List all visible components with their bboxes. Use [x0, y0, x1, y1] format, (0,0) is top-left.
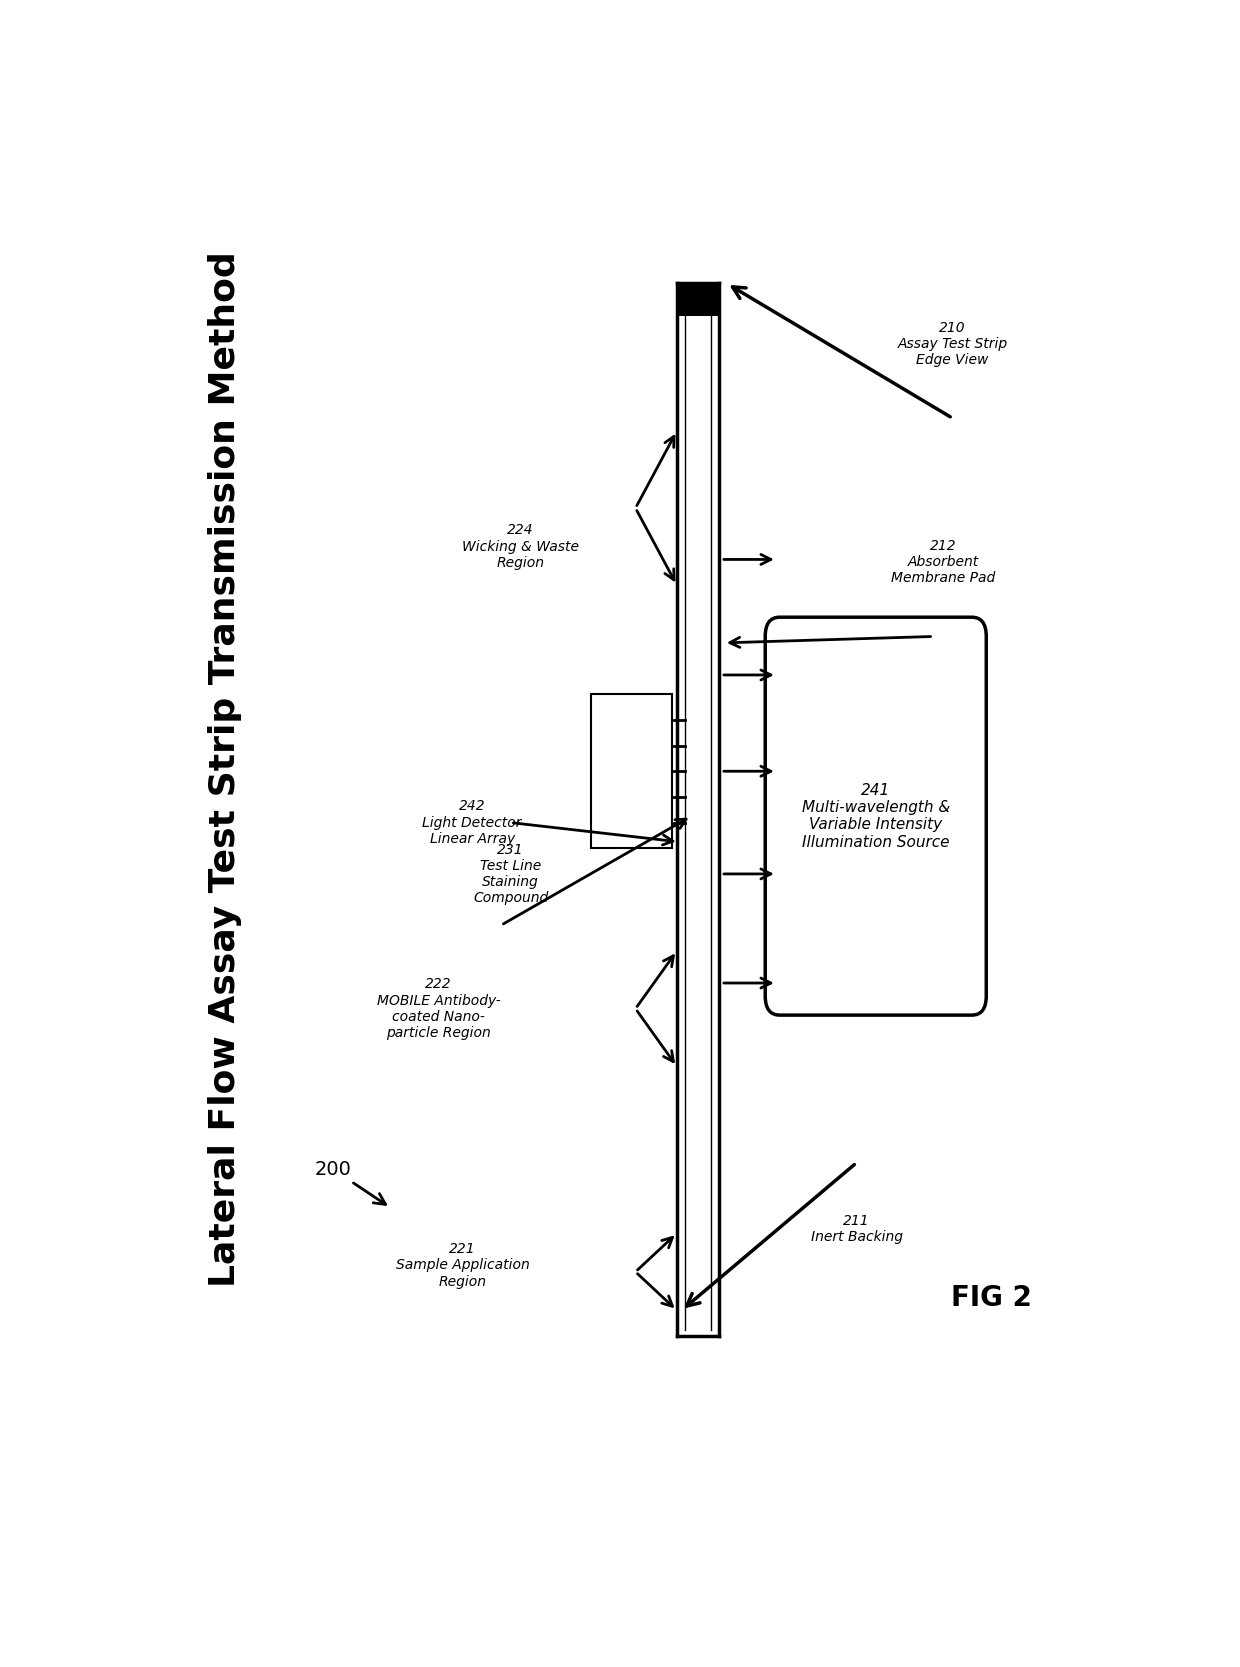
Text: 241
Multi-wavelength &
Variable Intensity
Illumination Source: 241 Multi-wavelength & Variable Intensit…: [801, 782, 950, 850]
Text: 231
Test Line
Staining
Compound: 231 Test Line Staining Compound: [472, 842, 548, 905]
Text: 200: 200: [315, 1160, 386, 1204]
Text: 221
Sample Application
Region: 221 Sample Application Region: [396, 1242, 529, 1289]
FancyBboxPatch shape: [765, 617, 986, 1015]
Text: 224
Wicking & Waste
Region: 224 Wicking & Waste Region: [461, 523, 579, 570]
Text: FIG 2: FIG 2: [951, 1284, 1032, 1312]
Text: 211
Inert Backing: 211 Inert Backing: [811, 1214, 903, 1244]
Bar: [677, 283, 719, 315]
Text: Lateral Flow Assay Test Strip Transmission Method: Lateral Flow Assay Test Strip Transmissi…: [208, 252, 242, 1287]
Text: 222
MOBILE Antibody-
coated Nano-
particle Region: 222 MOBILE Antibody- coated Nano- partic…: [377, 977, 501, 1040]
Text: 210
Assay Test Strip
Edge View: 210 Assay Test Strip Edge View: [898, 320, 1008, 367]
Bar: [591, 693, 672, 849]
Text: 242
Light Detector
Linear Array: 242 Light Detector Linear Array: [423, 800, 522, 845]
Text: 212
Absorbent
Membrane Pad: 212 Absorbent Membrane Pad: [890, 538, 996, 585]
